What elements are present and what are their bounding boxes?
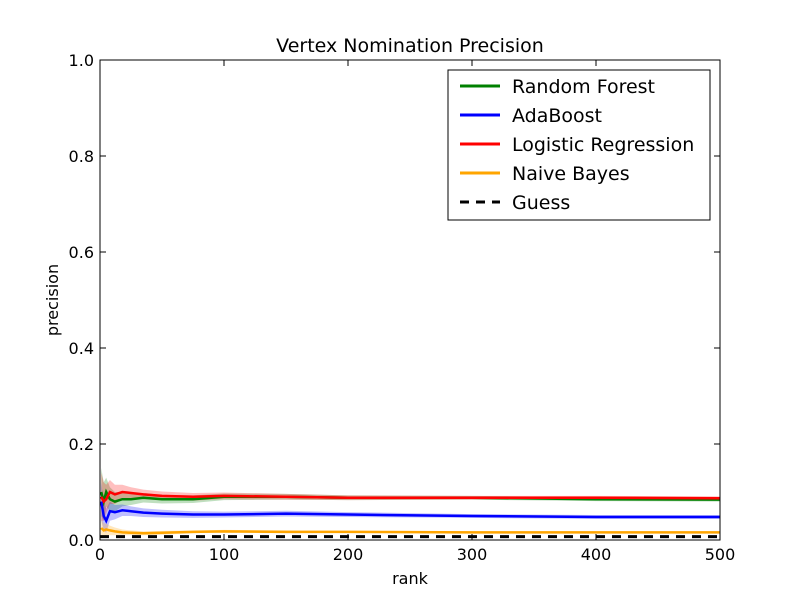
legend-label-naive-bayes: Naive Bayes (512, 163, 630, 185)
legend-label-logistic-regression: Logistic Regression (512, 134, 694, 156)
x-tick-label: 500 (705, 545, 736, 564)
series-lines (100, 488, 721, 539)
y-tick-label: 0.8 (69, 147, 94, 166)
legend: Random Forest AdaBoost Logistic Regression… (447, 69, 711, 221)
plot-area-frame (99, 59, 721, 541)
y-tick-label: 1.0 (69, 51, 94, 70)
x-tick-label: 100 (209, 545, 240, 564)
legend-label-adaboost: AdaBoost (512, 105, 602, 127)
axis-ticks: 0 100 200 300 400 500 0.0 0.2 0.4 0.6 0.8 1.0 (69, 51, 736, 564)
series-line-logistic-regression (100, 490, 721, 504)
legend-label-guess: Guess (512, 192, 570, 214)
series-band-naive-bayes (101, 518, 721, 538)
confidence-bands (101, 468, 721, 538)
y-axis-label: precision (43, 264, 62, 336)
x-tick-label: 400 (581, 545, 612, 564)
x-axis-label: rank (392, 569, 429, 588)
y-tick-label: 0.0 (69, 531, 94, 550)
series-band-adaboost (101, 482, 721, 533)
x-tick-label: 300 (457, 545, 488, 564)
legend-label-random-forest: Random Forest (512, 76, 655, 98)
x-tick-label: 200 (333, 545, 364, 564)
x-tick-label: 0 (95, 545, 105, 564)
series-band-random-forest (101, 468, 721, 521)
series-line-adaboost (100, 501, 720, 524)
y-tick-label: 0.6 (69, 243, 94, 262)
series-line-naive-bayes (100, 527, 720, 535)
y-tick-label: 0.4 (69, 339, 94, 358)
chart-title: Vertex Nomination Precision (276, 35, 544, 57)
y-tick-label: 0.2 (69, 435, 94, 454)
